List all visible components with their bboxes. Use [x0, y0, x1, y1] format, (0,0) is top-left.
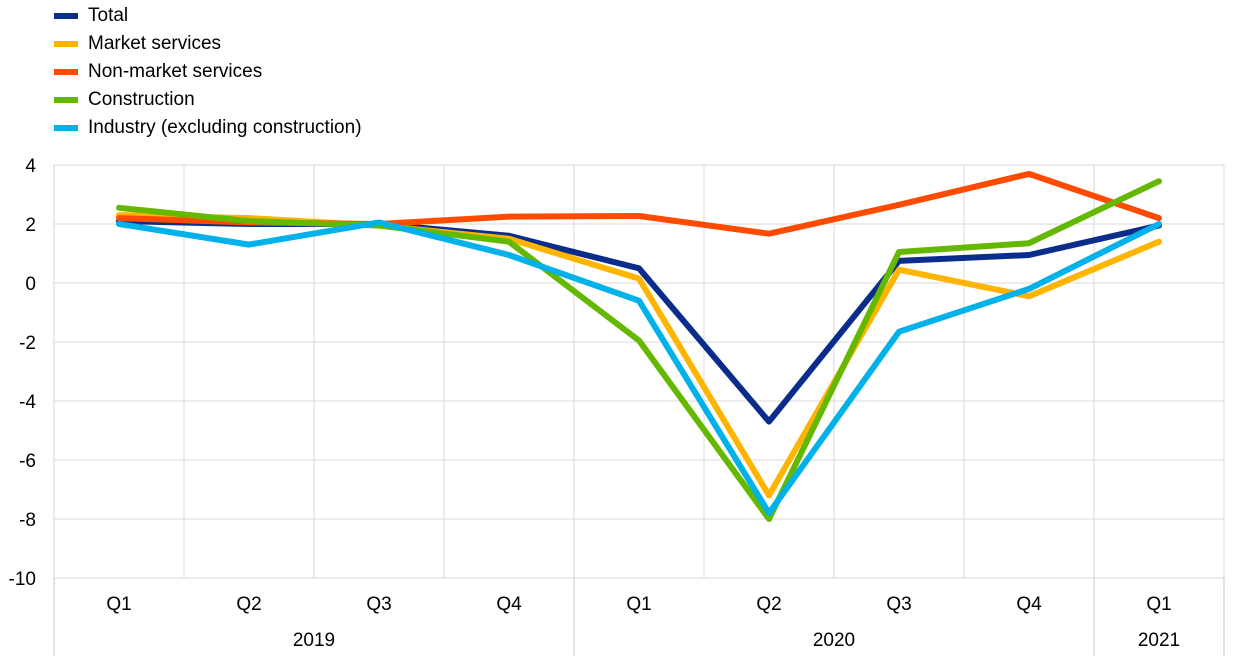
legend-item-construction: Construction [54, 86, 362, 114]
x-tick-label: Q2 [756, 594, 781, 615]
y-tick-label: -8 [19, 510, 36, 531]
x-tick-label: Q3 [886, 594, 911, 615]
y-tick-label: -4 [19, 392, 36, 413]
y-tick-label: -2 [19, 333, 36, 354]
legend-label-non-market-services: Non-market services [88, 61, 263, 82]
y-tick-label: -10 [9, 569, 36, 590]
year-label: 2021 [1138, 630, 1180, 651]
legend-label-total: Total [88, 5, 129, 26]
chart-grid [53, 164, 1225, 579]
legend-item-total: Total [54, 2, 362, 30]
legend-item-non-market-services: Non-market services [54, 58, 362, 86]
legend-item-industry: Industry (excluding construction) [54, 114, 362, 142]
legend-label-industry: Industry (excluding construction) [88, 117, 362, 138]
x-tick-label: Q4 [1016, 594, 1042, 615]
chart-legend: Total Market services Non-market service… [54, 2, 362, 142]
series-line-industry-excluding-construction [116, 219, 1162, 517]
legend-swatch-non-market-services [54, 69, 78, 75]
year-label: 2020 [813, 630, 855, 651]
y-tick-label: 4 [25, 156, 36, 177]
y-tick-label: -6 [19, 451, 36, 472]
legend-label-market-services: Market services [88, 33, 222, 54]
y-tick-label: 2 [25, 215, 36, 236]
x-tick-label: Q2 [236, 594, 261, 615]
x-tick-label: Q1 [106, 594, 131, 615]
x-tick-label: Q3 [366, 594, 391, 615]
year-label: 2019 [293, 630, 335, 651]
legend-swatch-market-services [54, 41, 78, 47]
x-tick-label: Q1 [1146, 594, 1171, 615]
x-axis: Q1 Q2 Q3 Q4 Q1 Q2 Q3 Q4 Q1 2019 2020 2021 [53, 578, 1225, 656]
legend-item-market-services: Market services [54, 30, 362, 58]
x-tick-label: Q1 [626, 594, 651, 615]
y-axis: 4 2 0 -2 -4 -6 -8 -10 [9, 156, 37, 590]
series-line-total [116, 218, 1162, 425]
y-tick-label: 0 [25, 274, 36, 295]
legend-label-construction: Construction [88, 89, 195, 110]
chart-series [116, 170, 1162, 522]
series-line-construction [116, 178, 1162, 522]
legend-swatch-total [54, 13, 78, 19]
legend-swatch-construction [54, 97, 78, 103]
legend-swatch-industry [54, 125, 78, 131]
x-tick-label: Q4 [496, 594, 522, 615]
